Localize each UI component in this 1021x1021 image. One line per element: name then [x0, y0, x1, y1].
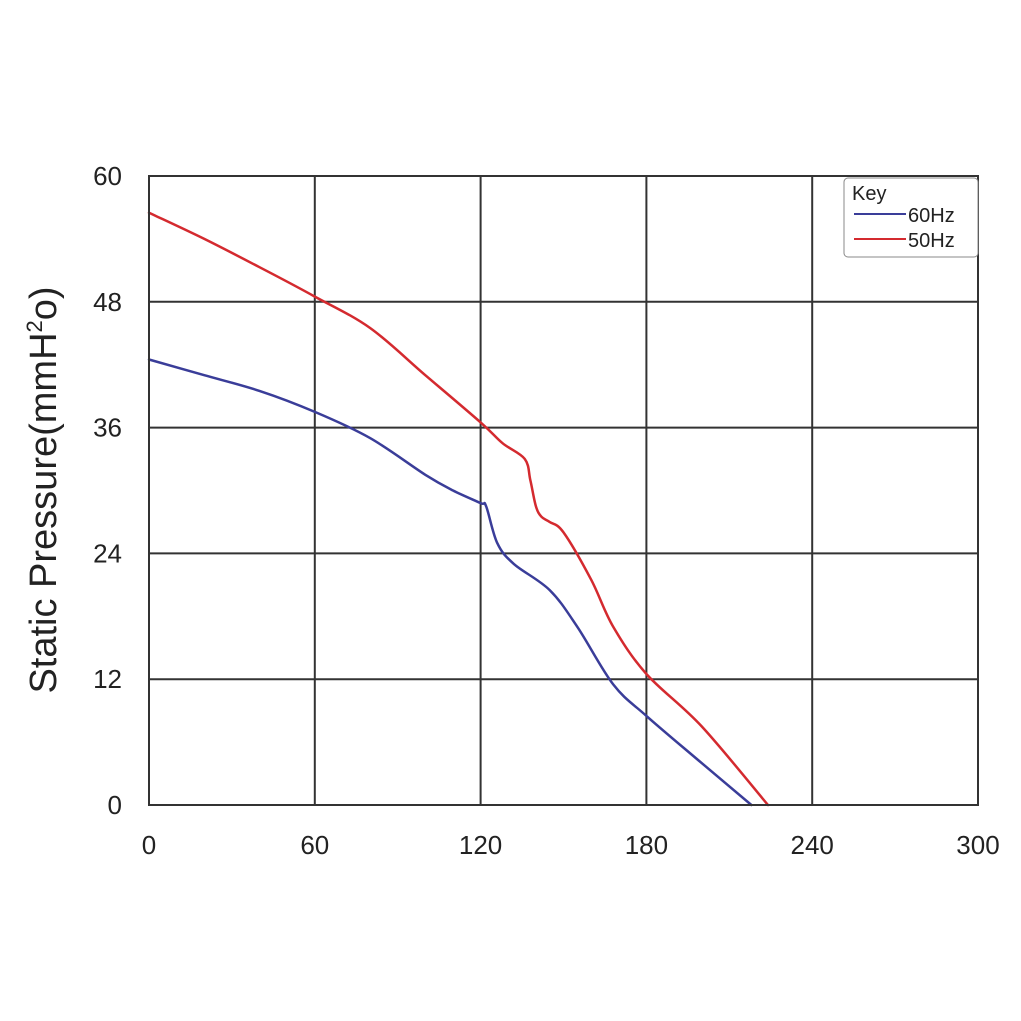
grid [148, 175, 979, 806]
y-axis-label-superscript: 2 [22, 320, 47, 332]
y-axis-label-end: o) [23, 286, 65, 320]
tick-labels: 0 60 120 180 240 300 0 12 24 36 48 60 [93, 161, 1000, 860]
series-line-60hz [147, 358, 753, 807]
y-tick-label-12: 12 [93, 664, 122, 694]
y-axis-label: Static Pressure(mmH2o) [22, 286, 65, 693]
y-tick-label-0: 0 [108, 790, 122, 820]
y-tick-label-48: 48 [93, 287, 122, 317]
y-tick-label-36: 36 [93, 413, 122, 443]
plot-frame [148, 175, 979, 806]
legend-box [843, 177, 979, 258]
x-tick-label-300: 300 [956, 830, 999, 860]
y-tick-label-24: 24 [93, 538, 122, 568]
series-line-50hz [147, 211, 770, 807]
y-axis-label-main: Static Pressure(mmH [23, 332, 65, 693]
legend-label-50hz: 50Hz [908, 230, 955, 252]
x-tick-label-60: 60 [300, 830, 329, 860]
x-tick-label-240: 240 [791, 830, 834, 860]
x-tick-label-180: 180 [625, 830, 668, 860]
legend: Key 60Hz 50Hz [843, 177, 979, 258]
y-tick-label-60: 60 [93, 161, 122, 191]
legend-title: Key [852, 183, 886, 205]
x-tick-label-120: 120 [459, 830, 502, 860]
legend-label-60hz: 60Hz [908, 205, 955, 227]
series-lines [147, 211, 770, 807]
x-tick-label-0: 0 [142, 830, 156, 860]
